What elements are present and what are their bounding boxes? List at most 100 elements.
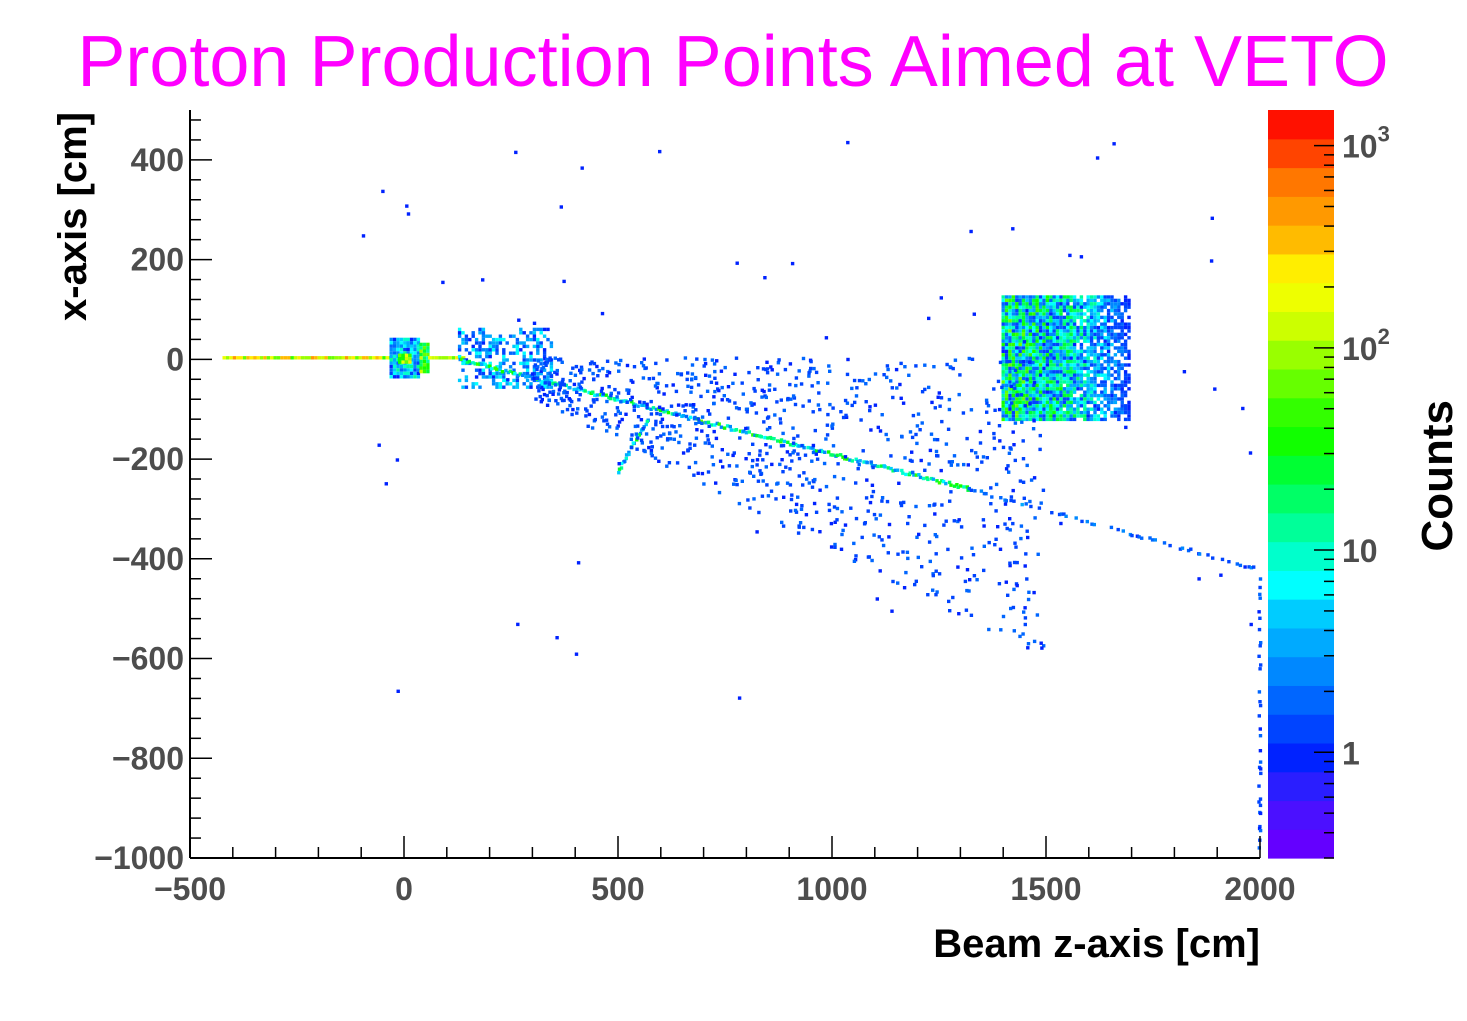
heatmap-bin-veto-detector	[1059, 407, 1063, 411]
heatmap-bin-scatter	[734, 356, 739, 360]
heatmap-bin-scatter	[844, 413, 848, 418]
heatmap-bin-scatter	[636, 436, 640, 440]
heatmap-bin-veto-detector	[1093, 400, 1097, 405]
heatmap-bin-scatter	[561, 377, 565, 382]
heatmap-bin-veto-detector	[1025, 298, 1029, 303]
heatmap-bin-scatter	[696, 383, 701, 387]
heatmap-bin-scatter	[779, 421, 783, 425]
heatmap-bin-scatter	[639, 438, 644, 442]
heatmap-bin-veto-detector	[1055, 315, 1060, 320]
heatmap-bin-decay-region	[529, 382, 533, 386]
heatmap-bin-scatter	[587, 368, 592, 372]
heatmap-bin-scatter	[558, 385, 562, 390]
heatmap-bin-scatter	[902, 500, 906, 505]
heatmap-bin-veto-detector	[1083, 319, 1087, 323]
heatmap-bin-scatter	[870, 483, 875, 487]
heatmap-bin-scatter	[619, 400, 623, 404]
heatmap-bin-scatter	[896, 552, 900, 556]
heatmap-bin-veto-detector	[1069, 400, 1073, 405]
heatmap-bin-veto-detector	[1038, 295, 1043, 299]
heatmap-bin-track-0	[786, 440, 790, 444]
heatmap-bin-veto-detector	[1093, 349, 1097, 354]
heatmap-bin-track-0	[788, 443, 793, 447]
heatmap-bin-decay-region	[536, 348, 540, 352]
heatmap-bin-target	[389, 371, 393, 376]
heatmap-bin-veto-detector	[1008, 404, 1012, 408]
heatmap-bin-scatter	[866, 555, 871, 559]
color-scale-band	[1268, 800, 1334, 830]
heatmap-bin-decay-region	[536, 351, 540, 355]
heatmap-bin-scatter	[1019, 360, 1023, 364]
heatmap-bin-veto-detector	[1093, 308, 1097, 313]
heatmap-bin-veto-detector	[1055, 322, 1060, 326]
heatmap-bin-veto-detector	[1038, 329, 1043, 333]
heatmap-bin-scatter	[997, 582, 1002, 586]
heatmap-bin-track-0	[591, 390, 595, 394]
heatmap-bin-veto-detector	[1008, 370, 1012, 374]
heatmap-bin-veto-detector	[1072, 298, 1077, 303]
heatmap-bin-scatter	[797, 525, 801, 529]
heatmap-bin-veto-detector	[1113, 407, 1118, 411]
heatmap-bin-scatter	[361, 234, 366, 238]
heatmap-bin-scatter	[1021, 439, 1025, 443]
heatmap-bin-decay-region	[498, 375, 503, 379]
heatmap-bin-track-0	[901, 471, 905, 475]
heatmap-bin-scatter	[939, 296, 943, 300]
heatmap-bin-track-0	[511, 371, 515, 375]
heatmap-bin-veto-detector	[1096, 373, 1101, 377]
heatmap-bin-veto-detector	[1045, 315, 1050, 320]
heatmap-bin-track-1	[1186, 548, 1191, 553]
heatmap-bin-decay-region	[539, 327, 543, 332]
heatmap-bin-veto-detector	[1066, 383, 1070, 388]
heatmap-bin-veto-detector	[1042, 376, 1046, 381]
heatmap-bin-veto-detector	[1066, 400, 1070, 405]
heatmap-bin-veto-detector	[1018, 298, 1022, 303]
heatmap-bin-veto-detector	[1021, 319, 1026, 323]
heatmap-bin-decay-region	[491, 344, 496, 349]
color-scale-band	[1268, 253, 1334, 284]
heatmap-bin-veto-detector	[1015, 332, 1019, 337]
heatmap-bin-scatter	[396, 689, 400, 693]
heatmap-bin-veto-detector	[1113, 359, 1118, 364]
heatmap-bin-veto-detector	[1072, 302, 1077, 306]
heatmap-bin-track-0	[545, 381, 549, 385]
heatmap-bin-veto-detector	[1117, 359, 1121, 364]
heatmap-bin-veto-detector	[1086, 305, 1090, 309]
heatmap-bin-veto-detector	[1028, 322, 1033, 326]
heatmap-bin-decay-region	[478, 368, 482, 372]
heatmap-bin-scatter	[560, 360, 564, 364]
heatmap-bin-decay-region	[498, 382, 503, 386]
heatmap-bin-decay-region	[474, 354, 479, 359]
heatmap-bin-track-3	[644, 422, 648, 427]
heatmap-bin-veto-detector	[1106, 353, 1111, 357]
heatmap-bin-veto-detector	[1103, 383, 1107, 388]
heatmap-bin-scatter	[1011, 521, 1015, 526]
heatmap-bin-scatter	[577, 382, 581, 386]
heatmap-bin-veto-detector	[1089, 376, 1094, 381]
heatmap-bin-veto-detector	[1110, 359, 1114, 364]
heatmap-bin-veto-detector	[1086, 295, 1090, 299]
heatmap-bin-decay-region	[532, 378, 537, 383]
heatmap-bin-scatter	[1112, 142, 1116, 146]
heatmap-bin-veto-detector	[1001, 346, 1005, 350]
heatmap-bin-scatter	[785, 481, 790, 485]
heatmap-bin-scatter	[735, 261, 739, 265]
heatmap-bin-veto-detector	[1076, 356, 1080, 360]
heatmap-bin-veto-detector	[1062, 363, 1067, 367]
heatmap-bin-veto-detector	[1093, 410, 1097, 415]
heatmap-bin-track-2	[1258, 803, 1263, 808]
heatmap-bin-veto-detector	[1066, 322, 1070, 326]
heatmap-bin-track-1	[979, 489, 984, 493]
heatmap-bin-decay-region	[519, 341, 523, 345]
heatmap-bin-veto-detector	[1025, 370, 1029, 374]
heatmap-bin-scatter	[854, 554, 858, 558]
heatmap-bin-veto-detector	[1038, 417, 1043, 422]
heatmap-bin-beamline-2	[451, 356, 456, 360]
heatmap-bin-veto-detector	[1069, 353, 1073, 357]
heatmap-bin-track-0	[937, 481, 942, 485]
heatmap-bin-veto-detector	[1042, 329, 1046, 333]
heatmap-bin-scatter	[957, 392, 961, 397]
heatmap-bin-decay-region	[532, 344, 537, 349]
heatmap-bin-scatter	[752, 497, 756, 501]
heatmap-bin-track-1	[1109, 525, 1114, 530]
